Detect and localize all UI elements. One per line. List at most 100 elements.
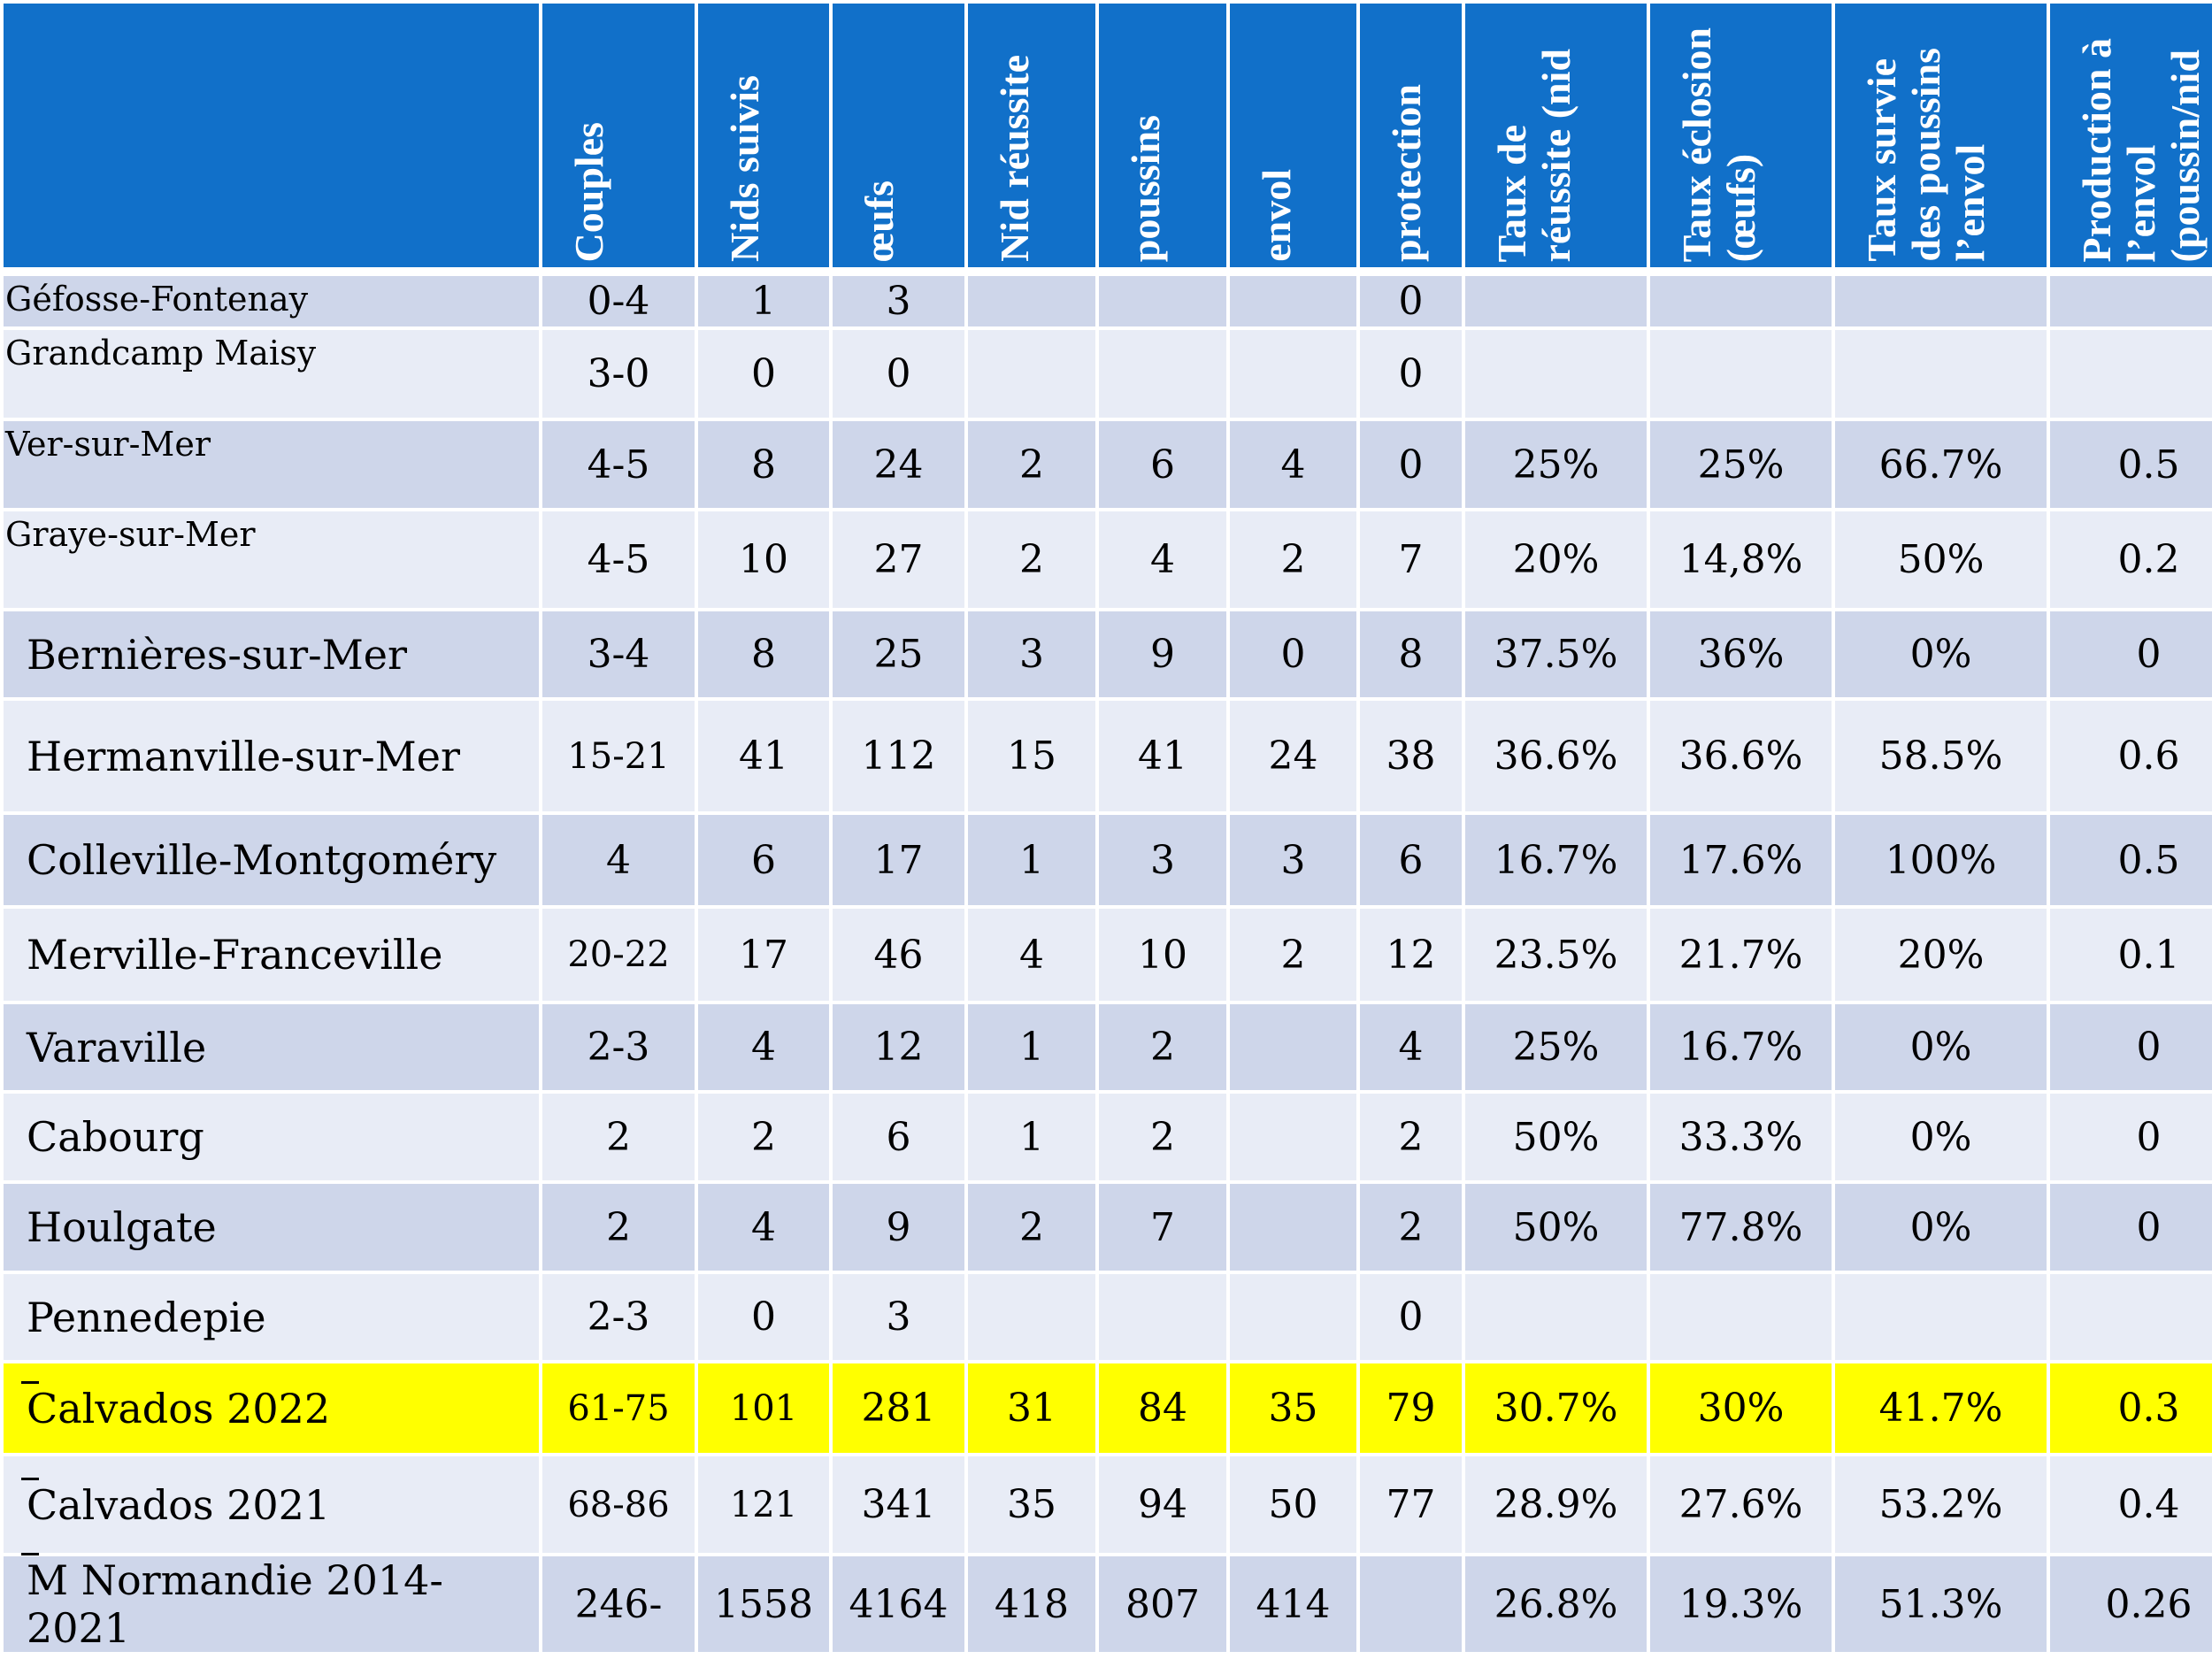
cell-production: 0.5 (2047, 811, 2212, 909)
cell-nids-suivis: 0 (695, 326, 833, 421)
cell-nid-reussite: 31 (964, 1360, 1099, 1456)
cell-nid-reussite: 3 (964, 608, 1099, 701)
cell-envol: 24 (1226, 697, 1360, 815)
cell-taux-eclosion: 17.6% (1647, 811, 1835, 909)
header-label: Nids suivis (722, 75, 767, 262)
row-name: Graye-sur-Mer (0, 508, 542, 611)
header-couples: Couples (539, 0, 698, 276)
cell-taux-survie: 0% (1832, 1001, 2050, 1094)
cell-taux-reussite (1462, 326, 1650, 421)
table-row: Houlgate 2 4 9 2 7 2 50% 77.8% 0% 0 (0, 1180, 2212, 1274)
cell-oeufs: 6 (829, 1090, 968, 1184)
cell-protection: 0 (1356, 418, 1465, 511)
cell-taux-reussite: 28.9% (1462, 1453, 1650, 1556)
cell-production: 0 (2047, 608, 2212, 701)
cell-taux-survie: 58.5% (1832, 697, 2050, 815)
cell-nids-suivis: 1558 (695, 1553, 833, 1655)
header-label: protection (1384, 83, 1429, 262)
row-name: Pennedepie (0, 1271, 542, 1363)
cell-couples: 3-0 (539, 326, 698, 421)
cell-nids-suivis: 4 (695, 1001, 833, 1094)
cell-taux-reussite: 37.5% (1462, 608, 1650, 701)
row-name: Grandcamp Maisy (0, 326, 542, 421)
header-oeufs: œufs (829, 0, 968, 276)
cell-protection: 0 (1356, 270, 1465, 330)
cell-envol (1226, 326, 1360, 421)
cell-taux-survie (1832, 1271, 2050, 1363)
row-name-text: Calvados 2021 (27, 1480, 331, 1529)
cell-taux-eclosion: 36.6% (1647, 697, 1835, 815)
cell-protection: 79 (1356, 1360, 1465, 1456)
cell-poussins: 2 (1095, 1001, 1230, 1094)
cell-envol: 2 (1226, 905, 1360, 1004)
row-name: Merville-Franceville (0, 905, 542, 1004)
cell-nid-reussite: 15 (964, 697, 1099, 815)
cell-taux-reussite: 50% (1462, 1180, 1650, 1274)
row-name: Varaville (0, 1001, 542, 1094)
cell-oeufs: 17 (829, 811, 968, 909)
header-row: Couples Nids suivis œufs Nid réussite po… (0, 0, 2212, 276)
cell-taux-reussite: 16.7% (1462, 811, 1650, 909)
cell-oeufs: 46 (829, 905, 968, 1004)
header-label: poussins (1123, 114, 1168, 262)
cell-envol: 0 (1226, 608, 1360, 701)
row-name: Houlgate (0, 1180, 542, 1274)
cell-taux-eclosion: 14,8% (1647, 508, 1835, 611)
cell-nids-suivis: 1 (695, 270, 833, 330)
cell-oeufs: 12 (829, 1001, 968, 1094)
cell-production: 0.26 (2047, 1553, 2212, 1655)
cell-poussins: 84 (1095, 1360, 1230, 1456)
cell-protection: 77 (1356, 1453, 1465, 1556)
cell-taux-reussite: 23.5% (1462, 905, 1650, 1004)
cell-nids-suivis: 121 (695, 1453, 833, 1556)
cell-envol (1226, 1001, 1360, 1094)
header-label: Taux survie des poussins l’envol (1859, 48, 1993, 262)
cell-taux-eclosion: 36% (1647, 608, 1835, 701)
cell-protection: 7 (1356, 508, 1465, 611)
row-name: Géfosse-Fontenay (0, 270, 542, 330)
cell-nids-suivis: 17 (695, 905, 833, 1004)
cell-couples: 4-5 (539, 508, 698, 611)
cell-poussins: 807 (1095, 1553, 1230, 1655)
header-label: Taux de réussite (nid (1489, 48, 1578, 263)
header-production: Production à l’envol (poussin/nid (2047, 0, 2212, 276)
table-row: Cabourg 2 2 6 1 2 2 50% 33.3% 0% 0 (0, 1090, 2212, 1184)
cell-production (2047, 1271, 2212, 1363)
cell-envol (1226, 1090, 1360, 1184)
cell-production (2047, 270, 2212, 330)
cell-taux-reussite: 30.7% (1462, 1360, 1650, 1456)
cell-taux-survie: 0% (1832, 1090, 2050, 1184)
cell-oeufs: 341 (829, 1453, 968, 1556)
cell-oeufs: 112 (829, 697, 968, 815)
table-row: Géfosse-Fontenay 0-4 1 3 0 (0, 270, 2212, 330)
cell-oeufs: 281 (829, 1360, 968, 1456)
header-label: envol (1254, 169, 1299, 262)
row-name-text: M Normandie 2014-2021 (27, 1556, 443, 1652)
cell-nids-suivis: 8 (695, 608, 833, 701)
row-name: Bernières-sur-Mer (0, 608, 542, 701)
header-taux-eclosion: Taux éclosion (œufs) (1647, 0, 1835, 276)
cell-oeufs: 3 (829, 1271, 968, 1363)
row-name: M Normandie 2014-2021 (0, 1553, 542, 1655)
cell-taux-survie: 20% (1832, 905, 2050, 1004)
row-name: Colleville-Montgoméry (0, 811, 542, 909)
header-nids-suivis: Nids suivis (695, 0, 833, 276)
cell-nids-suivis: 41 (695, 697, 833, 815)
cell-nid-reussite: 418 (964, 1553, 1099, 1655)
cell-taux-survie: 66.7% (1832, 418, 2050, 511)
cell-production: 0.3 (2047, 1360, 2212, 1456)
cell-couples: 4 (539, 811, 698, 909)
cell-couples: 2-3 (539, 1271, 698, 1363)
cell-taux-reussite: 36.6% (1462, 697, 1650, 815)
cell-poussins: 2 (1095, 1090, 1230, 1184)
cell-taux-eclosion: 33.3% (1647, 1090, 1835, 1184)
cell-poussins: 9 (1095, 608, 1230, 701)
cell-nid-reussite: 35 (964, 1453, 1099, 1556)
row-name: Calvados 2021 (0, 1453, 542, 1556)
cell-taux-reussite (1462, 1271, 1650, 1363)
header-label: Production à l’envol (poussin/nid (2074, 37, 2208, 262)
cell-poussins (1095, 326, 1230, 421)
cell-taux-eclosion: 25% (1647, 418, 1835, 511)
cell-envol: 2 (1226, 508, 1360, 611)
